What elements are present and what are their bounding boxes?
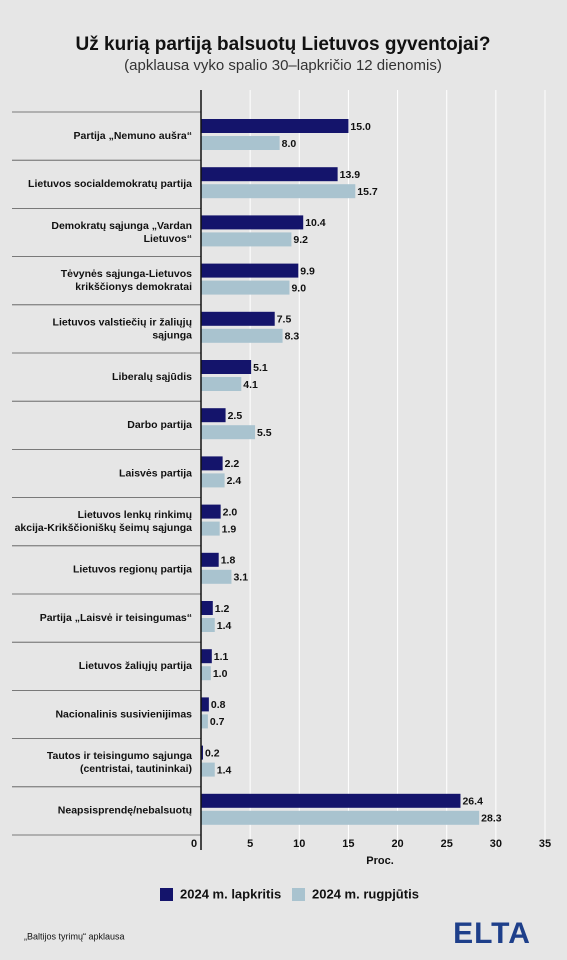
value-label: 26.4: [462, 796, 483, 808]
bar: [201, 666, 211, 681]
category-label: Partija „Nemuno aušra“: [74, 130, 192, 142]
value-label: 4.1: [243, 379, 258, 391]
value-label: 2.5: [228, 410, 243, 422]
value-label: 1.4: [217, 620, 232, 632]
legend-swatch: [160, 888, 173, 901]
value-label: 1.9: [222, 523, 237, 535]
value-label: 2.2: [225, 458, 240, 470]
bar: [201, 697, 209, 712]
bar: [201, 136, 280, 150]
value-label: 8.3: [285, 331, 300, 343]
bar: [201, 232, 292, 247]
value-label: 10.4: [305, 217, 326, 229]
bar: [201, 377, 242, 391]
value-label: 3.1: [233, 572, 248, 584]
chart-subtitle: (apklausa vyko spalio 30–lapkričio 12 di…: [124, 57, 442, 74]
value-label: 7.5: [277, 314, 292, 326]
category-label: Tėvynės sąjunga-Lietuvos krikščionys demo…: [61, 268, 192, 293]
bar: [201, 425, 256, 440]
x-axis-label: Proc.: [366, 855, 394, 867]
value-label: 1.4: [217, 764, 232, 776]
bar: [201, 552, 219, 567]
category-label: Nacionalinis susivienijimas: [55, 708, 192, 720]
bar: [201, 408, 226, 423]
value-label: 28.3: [481, 813, 502, 825]
bar: [201, 184, 356, 199]
legend-label: 2024 m. lapkritis: [180, 886, 281, 901]
x-tick-label: 10: [293, 838, 305, 850]
category-label: Partija „Laisvė ir teisingumas“: [40, 612, 192, 624]
value-label: 2.4: [227, 475, 242, 487]
x-tick-label: 15: [342, 838, 354, 850]
category-label: Lietuvos socialdemokratų partija: [28, 178, 192, 190]
bar: [201, 762, 215, 777]
bar: [201, 167, 338, 182]
value-label: 5.1: [253, 362, 268, 374]
bar: [201, 456, 223, 471]
value-label: 0.2: [205, 747, 220, 759]
bar: [201, 714, 208, 729]
value-label: 1.8: [221, 555, 236, 567]
bar: [201, 263, 299, 278]
category-label: Liberalų sąjūdis: [112, 371, 192, 383]
source: „Baltijos tyrimų“ apklausa: [24, 931, 125, 941]
bar: [201, 618, 215, 632]
category-label: Laisvės partija: [119, 467, 192, 479]
x-tick-label: 25: [441, 838, 453, 850]
bar: [201, 119, 349, 133]
category-label: Lietuvos lenkų rinkimų akcija-Krikščioniš…: [15, 509, 193, 534]
bar: [201, 215, 304, 230]
value-label: 0.7: [210, 716, 225, 728]
chart-title: Už kurią partiją balsuotų Lietuvos gyven…: [76, 34, 491, 55]
bar: [201, 810, 480, 825]
x-tick-label: 0: [191, 838, 197, 850]
value-label: 15.0: [350, 121, 371, 133]
category-label: Lietuvos valstiečių ir žaliųjų sąjunga: [53, 316, 193, 341]
value-label: 1.0: [213, 668, 228, 680]
x-tick-label: 20: [391, 838, 403, 850]
value-label: 9.9: [300, 265, 315, 277]
value-label: 1.2: [215, 603, 230, 615]
x-tick-label: 5: [247, 838, 253, 850]
bar: [201, 601, 213, 615]
bar: [201, 521, 220, 536]
category-label: Lietuvos regionų partija: [73, 564, 192, 576]
bar: [201, 360, 252, 374]
value-label: 9.2: [293, 234, 308, 246]
category-label: Demokratų sąjunga „Vardan Lietuvos“: [51, 220, 192, 245]
bar: [201, 504, 221, 519]
value-label: 2.0: [223, 506, 238, 518]
value-label: 15.7: [357, 186, 378, 198]
x-tick-label: 35: [539, 838, 551, 850]
bar: [201, 745, 203, 760]
category-label: Lietuvos žaliųjų partija: [79, 660, 192, 672]
bar: [201, 328, 283, 343]
logo: ELTA: [453, 917, 531, 950]
value-label: 1.1: [214, 651, 229, 663]
bar: [201, 473, 225, 488]
bar: [201, 649, 212, 664]
value-label: 0.8: [211, 699, 226, 711]
category-label: Darbo partija: [127, 419, 192, 431]
bar: [201, 569, 232, 584]
bar: [201, 793, 461, 808]
value-label: 9.0: [291, 282, 306, 294]
legend-label: 2024 m. rugpjūtis: [312, 886, 419, 901]
category-label: Tautos ir teisingumo sąjunga (centristai,…: [47, 750, 192, 775]
value-label: 13.9: [340, 169, 361, 181]
x-tick-label: 30: [490, 838, 502, 850]
value-label: 5.5: [257, 427, 272, 439]
category-label: Neapsisprendę/nebalsuotų: [58, 805, 192, 817]
legend-swatch: [292, 888, 305, 901]
value-label: 8.0: [282, 138, 297, 150]
bar: [201, 311, 275, 326]
bar: [201, 280, 290, 295]
